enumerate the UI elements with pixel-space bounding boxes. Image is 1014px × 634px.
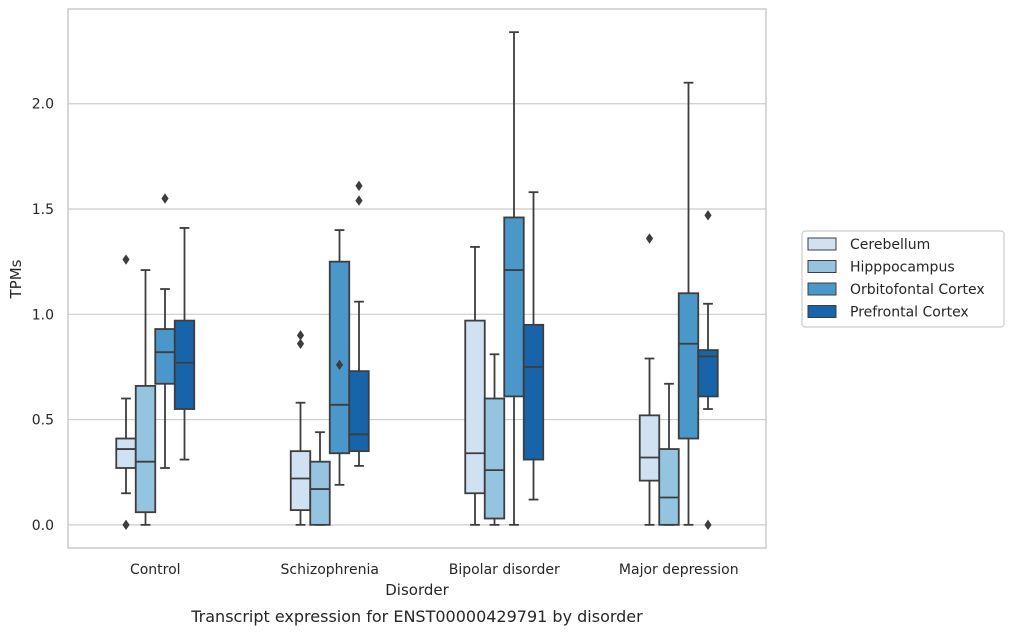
box-body	[697, 349, 719, 398]
legend-frame	[801, 230, 1005, 328]
box-body	[503, 216, 525, 398]
y-tick-label: 2.0	[32, 97, 54, 113]
box	[173, 227, 196, 461]
legend-label: Orbitofontal Cortex	[850, 282, 985, 298]
legend-label: Hipppocampus	[850, 260, 955, 276]
chart-caption: Transcript expression for ENST0000042979…	[190, 607, 643, 626]
outlier-point	[122, 254, 130, 265]
y-tick-labels: 0.0 0.5 1.0 1.5 2.0	[32, 97, 54, 534]
outlier-point	[704, 210, 712, 221]
box	[328, 229, 351, 486]
box-body	[173, 319, 196, 410]
outlier-point	[161, 193, 169, 204]
box	[697, 210, 719, 531]
legend-item: Cerebellum	[807, 237, 930, 253]
legend: Cerebellum Hipppocampus Orbitofontal Corte…	[801, 230, 1005, 328]
box	[348, 180, 370, 467]
box	[658, 382, 680, 526]
legend-item: Orbitofontal Cortex	[807, 282, 985, 298]
box	[483, 353, 506, 526]
legend-swatch	[807, 237, 837, 251]
box-body	[464, 319, 486, 495]
y-tick-label: 0.5	[32, 413, 54, 429]
legend-swatch	[807, 260, 837, 273]
box	[289, 330, 312, 526]
box	[638, 233, 661, 526]
legend-item: Prefrontal Cortex	[807, 305, 969, 321]
x-tick-label: Major depression	[619, 562, 739, 578]
box	[134, 269, 157, 526]
outlier-point	[296, 330, 305, 341]
x-axis-label: Disorder	[385, 581, 449, 599]
x-tick-labels: Control Schizophrenia Bipolar disorder Majo…	[130, 562, 739, 578]
outlier-point	[355, 180, 363, 192]
outlier-point	[296, 338, 305, 349]
x-tick-label: Schizophrenia	[281, 562, 379, 578]
outlier-point	[355, 195, 363, 206]
legend-swatch	[807, 282, 837, 296]
legend-item: Hipppocampus	[807, 260, 955, 276]
box-body	[309, 460, 331, 526]
box-body	[677, 292, 700, 440]
box-body	[289, 450, 312, 512]
box-body	[658, 448, 680, 526]
box	[309, 431, 331, 526]
outlier-point	[704, 519, 712, 531]
series-orbitofontal-cortex	[154, 31, 700, 526]
box	[464, 246, 486, 526]
x-tick-label: Bipolar disorder	[449, 562, 560, 578]
y-axis-label: TPMs	[7, 259, 25, 299]
outlier-point	[335, 359, 344, 371]
legend-label: Prefrontal Cortex	[850, 305, 969, 321]
series-hipppocampus	[134, 269, 680, 526]
box-body	[115, 437, 137, 469]
outlier-point	[122, 519, 130, 531]
series-prefrontal-cortex	[173, 180, 719, 531]
box	[522, 191, 545, 501]
box-body	[638, 414, 661, 482]
y-tick-label: 1.5	[32, 202, 54, 218]
legend-label: Cerebellum	[850, 237, 930, 253]
plot-frame	[67, 8, 767, 549]
y-tick-label: 1.0	[32, 307, 54, 323]
legend-swatch	[807, 305, 837, 318]
box-body	[483, 397, 506, 520]
box-body	[134, 384, 157, 514]
box-body	[328, 260, 351, 455]
series-cerebellum	[115, 233, 661, 531]
x-tick-label: Control	[130, 562, 181, 578]
box-body	[348, 370, 370, 453]
box	[503, 31, 525, 526]
outlier-point	[645, 233, 654, 244]
box	[677, 81, 700, 526]
y-tick-label: 0.0	[32, 518, 54, 534]
box	[115, 254, 137, 531]
box	[154, 193, 176, 469]
box-body	[154, 328, 176, 385]
box-series	[115, 31, 719, 531]
box-body	[522, 323, 545, 461]
